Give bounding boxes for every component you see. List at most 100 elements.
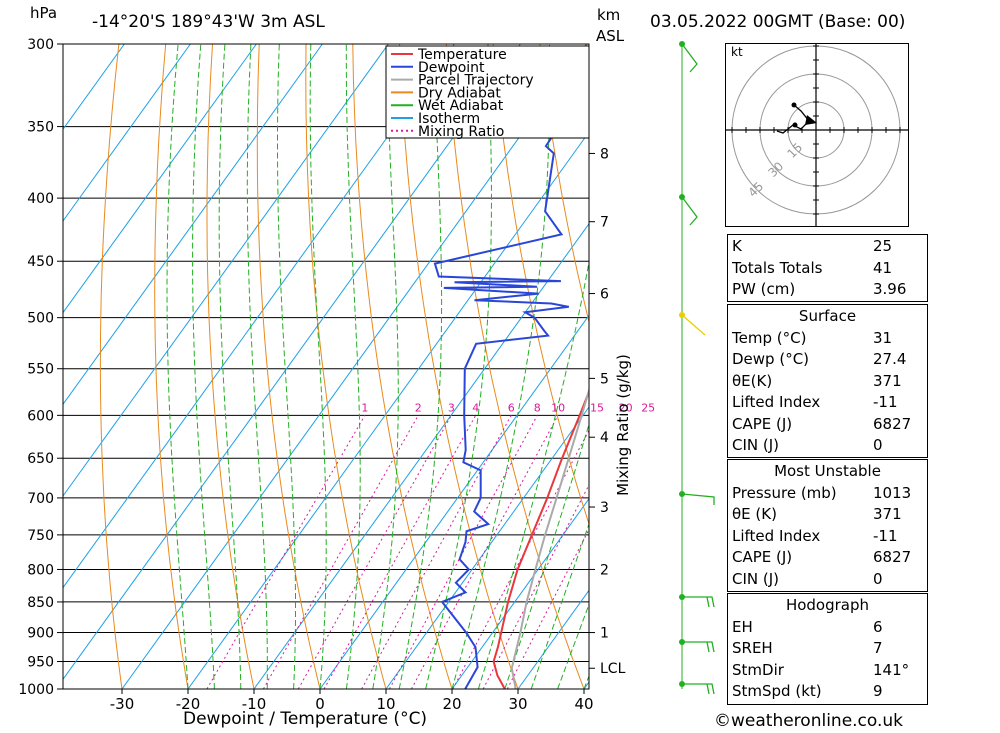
- wet-adiabat-line: [372, 44, 399, 689]
- wind-barb: [681, 43, 698, 73]
- stmdir-row: StmDir 141°: [732, 660, 910, 679]
- temperature-tick-label: 30: [508, 695, 527, 713]
- dry-adiabat-line: [206, 44, 255, 689]
- hodograph-stats-title: Hodograph: [785, 596, 870, 614]
- mu-cape-row: CAPE (J) 6827: [732, 548, 912, 566]
- pressure-tick-label: 800: [27, 562, 54, 578]
- most-unstable-title: Most Unstable: [774, 462, 881, 480]
- dry-adiabat-line: [399, 44, 519, 689]
- mixing-ratio-line: [506, 528, 589, 689]
- height-tick-label: LCL: [600, 661, 626, 677]
- plot-frame: [62, 43, 590, 690]
- height-axis: 8 7 6 5 4 3 2 1 LCL: [589, 146, 626, 677]
- pressure-tick-label: 700: [27, 491, 54, 507]
- surface-temp-row: Temp (°C) 31: [732, 328, 893, 347]
- dry-adiabat-line: [99, 44, 123, 689]
- pressure-tick-label: 500: [27, 311, 54, 327]
- indices-box: K 25 Totals Totals 41 PW (cm) 3.96: [727, 234, 928, 302]
- pressure-tick-label: 350: [27, 120, 54, 136]
- mixing-ratio-line: [323, 415, 477, 689]
- height-tick-label: 2: [600, 562, 609, 578]
- credit: ©weatheronline.co.uk: [714, 711, 904, 731]
- dry-adiabat-line: [961, 44, 1000, 689]
- km-unit-label: km: [597, 6, 621, 24]
- legend-label: Dewpoint: [418, 60, 485, 76]
- isotherm-line: [63, 44, 323, 406]
- mixing-ratio-labels: 1 2 3 4 6 8 10 15 20 25: [361, 401, 655, 414]
- pressure-tick-label: 450: [27, 254, 54, 270]
- dry-adiabat-line: [539, 44, 589, 324]
- isotherm-line: [319, 314, 589, 689]
- mixing-ratio-label: 1: [361, 401, 368, 414]
- wet-adiabat-line: [246, 44, 268, 689]
- wet-adiabat-line: [166, 44, 189, 689]
- height-tick-label: 3: [600, 500, 609, 516]
- wind-barbs: [679, 41, 715, 695]
- mixing-ratio-line: [388, 415, 538, 689]
- isotherm-line: [451, 497, 589, 689]
- wet-adiabat-line: [504, 422, 589, 689]
- k-index-row: K 25: [732, 237, 893, 255]
- series-temperature: [492, 389, 589, 689]
- hodograph: kt 15 30 45: [725, 43, 909, 227]
- mu-theta-row: θE (K) 371: [732, 505, 902, 523]
- most-unstable-box: Most Unstable Pressure (mb) 1013 θE (K) 37…: [727, 459, 928, 592]
- mixing-ratio-label: 10: [551, 401, 565, 414]
- mixing-ratio-label: 2: [415, 401, 422, 414]
- wet-adiabat-line: [345, 44, 361, 689]
- wet-adiabat-line: [398, 44, 443, 689]
- wind-barb: [681, 314, 706, 336]
- mixing-ratio-label: 4: [472, 401, 479, 414]
- wet-adiabat-line: [309, 44, 327, 689]
- temperature-tick-label: 0: [315, 695, 325, 713]
- wet-adiabat-line: [425, 44, 493, 689]
- isotherm-line: [63, 44, 455, 589]
- wet-adiabat-line: [218, 44, 242, 689]
- legend-label: Wet Adiabat: [418, 98, 504, 114]
- hodo-point: [791, 102, 797, 108]
- temperature-tick-label: -10: [242, 695, 267, 713]
- hodo-point: [792, 122, 798, 128]
- legend-label: Dry Adiabat: [418, 85, 501, 101]
- height-tick-label: 7: [600, 215, 609, 231]
- dry-adiabat-line: [445, 44, 585, 689]
- pressure-tick-label: 1000: [18, 682, 54, 698]
- legend-label: Parcel Trajectory: [418, 73, 534, 89]
- datetime-title: 03.05.2022 00GMT (Base: 00): [650, 12, 906, 32]
- temperature-tick-label: 40: [574, 695, 593, 713]
- sounding-lines: [433, 78, 589, 689]
- temperature-tick-label: -30: [110, 695, 135, 713]
- height-tick-label: 1: [600, 626, 609, 642]
- isotherm-line: [63, 44, 125, 131]
- surface-box: Surface Temp (°C) 31 Dewp (°C) 27.4 θE(K) 3…: [727, 304, 928, 458]
- temperature-axis: -30 -20 -10 0 10 20 30 40: [110, 689, 594, 713]
- mixing-ratio-label: 20: [619, 401, 633, 414]
- legend-label: Isotherm: [418, 111, 480, 127]
- pressure-tick-label: 300: [27, 37, 54, 53]
- wind-barb: [681, 493, 715, 505]
- height-tick-label: 4: [600, 430, 609, 446]
- wet-adiabat-line: [192, 44, 215, 689]
- mixing-ratio-line: [206, 415, 366, 689]
- isotherm-line: [385, 406, 589, 689]
- stmspd-row: StmSpd (kt) 9: [732, 682, 883, 700]
- asl-unit-label: ASL: [596, 27, 625, 45]
- mixing-ratio-label: 3: [448, 401, 455, 414]
- mixing-ratio-axis-label: Mixing Ratio (g/kg): [614, 354, 632, 496]
- hodograph-stats-box: Hodograph EH 6 SREH 7 StmDir 141° StmSpd (k…: [727, 593, 928, 705]
- pressure-tick-label: 650: [27, 451, 54, 467]
- isotherm-line: [187, 131, 589, 689]
- hodograph-trace: [776, 104, 810, 134]
- mixing-ratio-label: 6: [508, 401, 515, 414]
- temperature-tick-label: 10: [376, 695, 395, 713]
- wind-barb: [682, 641, 715, 653]
- pressure-tick-label: 400: [27, 191, 54, 207]
- sreh-row: SREH 7: [732, 639, 883, 657]
- hodograph-unit: kt: [731, 45, 743, 59]
- mixing-ratio-line: [361, 415, 512, 689]
- wind-barb: [682, 683, 715, 695]
- mixing-ratio-line: [297, 415, 452, 689]
- pressure-tick-label: 550: [27, 362, 54, 378]
- temperature-tick-label: 20: [442, 695, 461, 713]
